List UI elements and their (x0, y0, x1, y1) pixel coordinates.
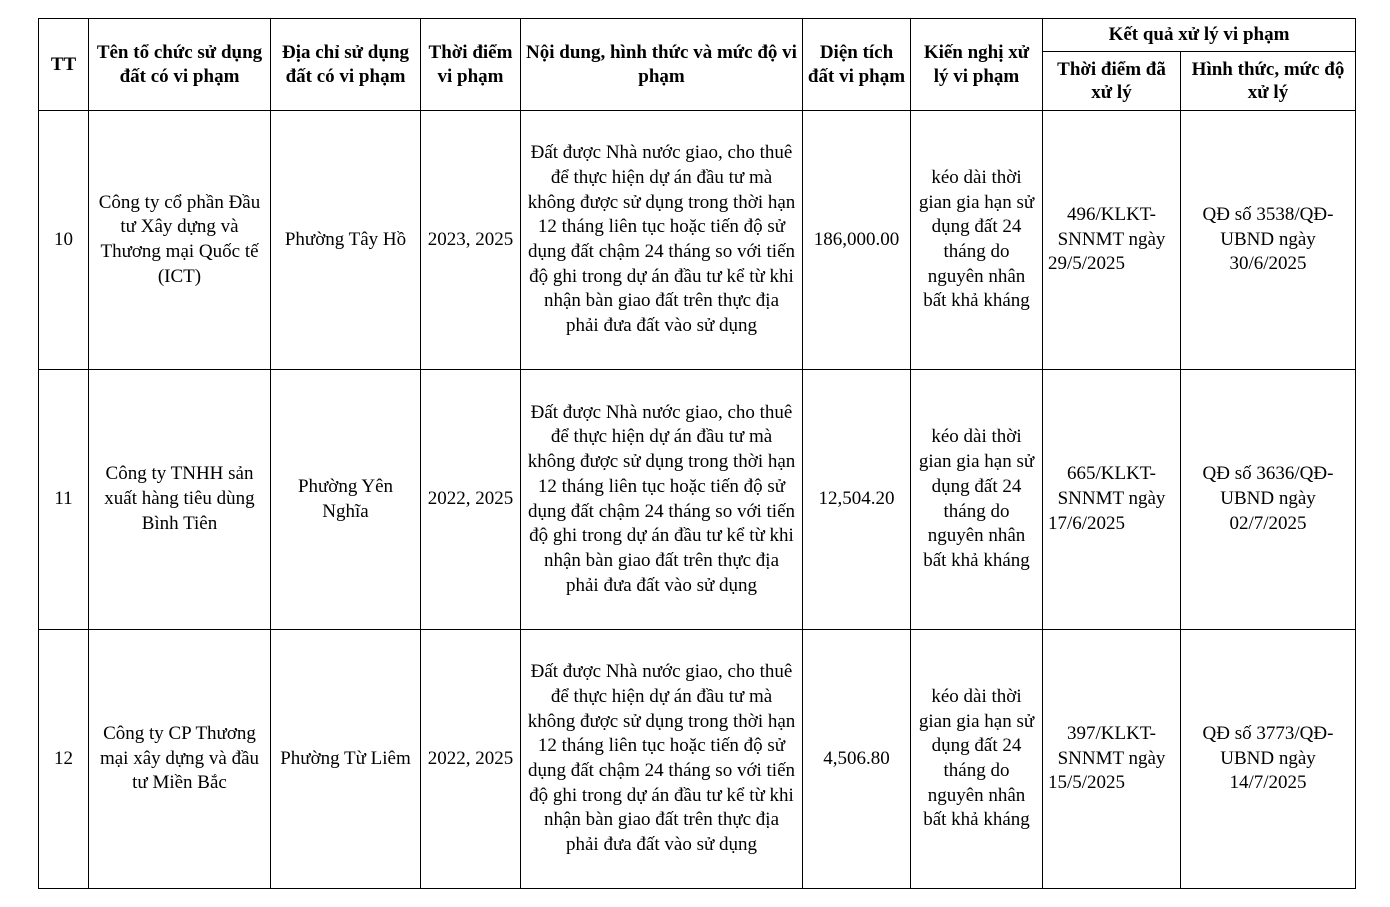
cell-content: Đất được Nhà nước giao, cho thuê để thực… (520, 110, 803, 370)
cell-tt: 12 (38, 629, 89, 889)
cell-result-form: QĐ số 3636/QĐ-UBND ngày 02/7/2025 (1180, 369, 1356, 630)
table-header-row-top: TT Tên tổ chức sử dụng đất có vi phạm Đị… (38, 18, 1356, 111)
table-header: TT Tên tổ chức sử dụng đất có vi phạm Đị… (38, 18, 1356, 111)
cell-content: Đất được Nhà nước giao, cho thuê để thực… (520, 369, 803, 630)
column-header-tt: TT (38, 18, 89, 111)
cell-result-form: QĐ số 3538/QĐ-UBND ngày 30/6/2025 (1180, 110, 1356, 370)
cell-org-name: Công ty CP Thương mại xây dựng và đầu tư… (88, 629, 271, 889)
cell-result-time: 397/KLKT-SNNMT ngày 15/5/2025 (1042, 629, 1181, 889)
column-header-violation-time: Thời điểm vi phạm (420, 18, 521, 111)
table-body: 10 Công ty cổ phần Đầu tư Xây dựng và Th… (38, 110, 1356, 889)
table-row: 10 Công ty cổ phần Đầu tư Xây dựng và Th… (38, 110, 1356, 370)
column-header-result-time: Thời điểm đã xử lý (1042, 51, 1181, 111)
cell-result-form: QĐ số 3773/QĐ-UBND ngày 14/7/2025 (1180, 629, 1356, 889)
cell-area: 4,506.80 (802, 629, 911, 889)
cell-violation-time: 2022, 2025 (420, 369, 521, 630)
cell-org-name: Công ty TNHH sản xuất hàng tiêu dùng Bìn… (88, 369, 271, 630)
cell-area: 12,504.20 (802, 369, 911, 630)
column-header-result-form: Hình thức, mức độ xử lý (1180, 51, 1356, 111)
cell-tt: 11 (38, 369, 89, 630)
violations-table-container: TT Tên tổ chức sử dụng đất có vi phạm Đị… (38, 18, 1356, 889)
cell-address: Phường Từ Liêm (270, 629, 421, 889)
cell-violation-time: 2022, 2025 (420, 629, 521, 889)
cell-result-time: 496/KLKT-SNNMT ngày 29/5/2025 (1042, 110, 1181, 370)
cell-violation-time: 2023, 2025 (420, 110, 521, 370)
cell-address: Phường Yên Nghĩa (270, 369, 421, 630)
cell-address: Phường Tây Hồ (270, 110, 421, 370)
cell-recommendation: kéo dài thời gian gia hạn sử dụng đất 24… (910, 369, 1043, 630)
column-header-address: Địa chỉ sử dụng đất có vi phạm (270, 18, 421, 111)
table-row: 11 Công ty TNHH sản xuất hàng tiêu dùng … (38, 369, 1356, 630)
land-violations-table: TT Tên tổ chức sử dụng đất có vi phạm Đị… (38, 18, 1356, 889)
column-header-org-name: Tên tổ chức sử dụng đất có vi phạm (88, 18, 271, 111)
column-header-content: Nội dung, hình thức và mức độ vi phạm (520, 18, 803, 111)
cell-tt: 10 (38, 110, 89, 370)
cell-content: Đất được Nhà nước giao, cho thuê để thực… (520, 629, 803, 889)
cell-org-name: Công ty cổ phần Đầu tư Xây dựng và Thươn… (88, 110, 271, 370)
column-header-recommendation: Kiến nghị xử lý vi phạm (910, 18, 1043, 111)
cell-result-time: 665/KLKT-SNNMT ngày 17/6/2025 (1042, 369, 1181, 630)
table-row: 12 Công ty CP Thương mại xây dựng và đầu… (38, 629, 1356, 889)
cell-area: 186,000.00 (802, 110, 911, 370)
column-header-result-group: Kết quả xử lý vi phạm (1042, 18, 1356, 52)
table-header-row-sub: Thời điểm đã xử lý Hình thức, mức độ xử … (39, 51, 1356, 111)
column-header-area: Diện tích đất vi phạm (802, 18, 911, 111)
cell-recommendation: kéo dài thời gian gia hạn sử dụng đất 24… (910, 629, 1043, 889)
cell-recommendation: kéo dài thời gian gia hạn sử dụng đất 24… (910, 110, 1043, 370)
